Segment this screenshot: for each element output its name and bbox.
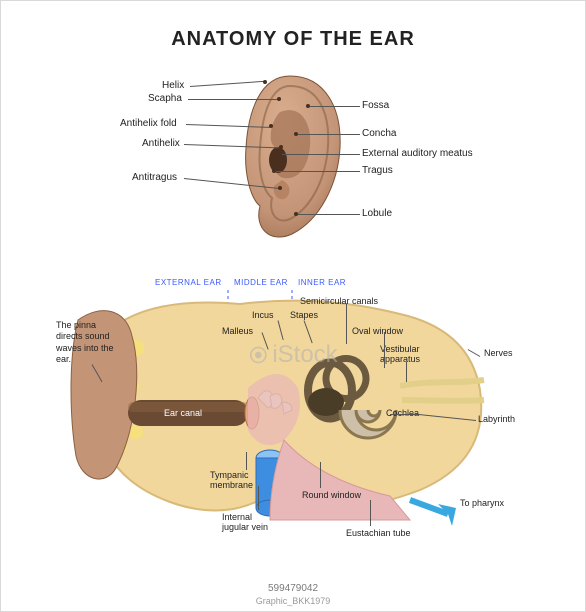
label-scapha: Scapha <box>148 93 182 104</box>
camera-icon <box>248 345 268 365</box>
label-semicircular: Semicircular canals <box>300 296 378 306</box>
image-credit: Graphic_BKK1979 <box>0 596 586 606</box>
label-vestibular: Vestibular apparatus <box>380 344 450 364</box>
section-inner: INNER EAR <box>298 278 346 287</box>
label-ext-auditory: External auditory meatus <box>362 148 473 159</box>
footer: 599479042 Graphic_BKK1979 <box>0 583 586 606</box>
pinna-callout: The pinna directs sound waves into the e… <box>56 320 118 365</box>
label-nerves: Nerves <box>484 348 513 358</box>
label-eustachian: Eustachian tube <box>346 528 411 538</box>
label-ear-canal: Ear canal <box>164 408 202 418</box>
label-cochlea: Cochlea <box>386 408 419 418</box>
watermark-text: iStock <box>272 341 337 369</box>
label-stapes: Stapes <box>290 310 318 320</box>
label-antihelix-fold: Antihelix fold <box>120 118 177 129</box>
label-fossa: Fossa <box>362 100 389 111</box>
label-tragus: Tragus <box>362 165 393 176</box>
label-malleus: Malleus <box>222 326 253 336</box>
label-antihelix: Antihelix <box>142 138 180 149</box>
label-helix: Helix <box>162 80 184 91</box>
label-round-window: Round window <box>302 490 361 500</box>
section-external: EXTERNAL EAR <box>155 278 222 287</box>
label-labyrinth: Labyrinth <box>478 414 515 424</box>
label-oval-window: Oval window <box>352 326 403 336</box>
label-concha: Concha <box>362 128 396 139</box>
page-title: ANATOMY OF THE EAR <box>0 28 586 51</box>
label-antitragus: Antitragus <box>132 172 177 183</box>
image-id: 599479042 <box>0 583 586 594</box>
section-middle: MIDDLE EAR <box>234 278 288 287</box>
istock-watermark: iStock <box>248 341 337 369</box>
label-lobule: Lobule <box>362 208 392 219</box>
label-to-pharynx: To pharynx <box>460 498 504 508</box>
label-incus: Incus <box>252 310 274 320</box>
cross-section-illustration <box>70 290 510 530</box>
label-tympanic: Tympanic membrane <box>210 470 270 490</box>
label-jugular: Internal jugular vein <box>222 512 272 532</box>
